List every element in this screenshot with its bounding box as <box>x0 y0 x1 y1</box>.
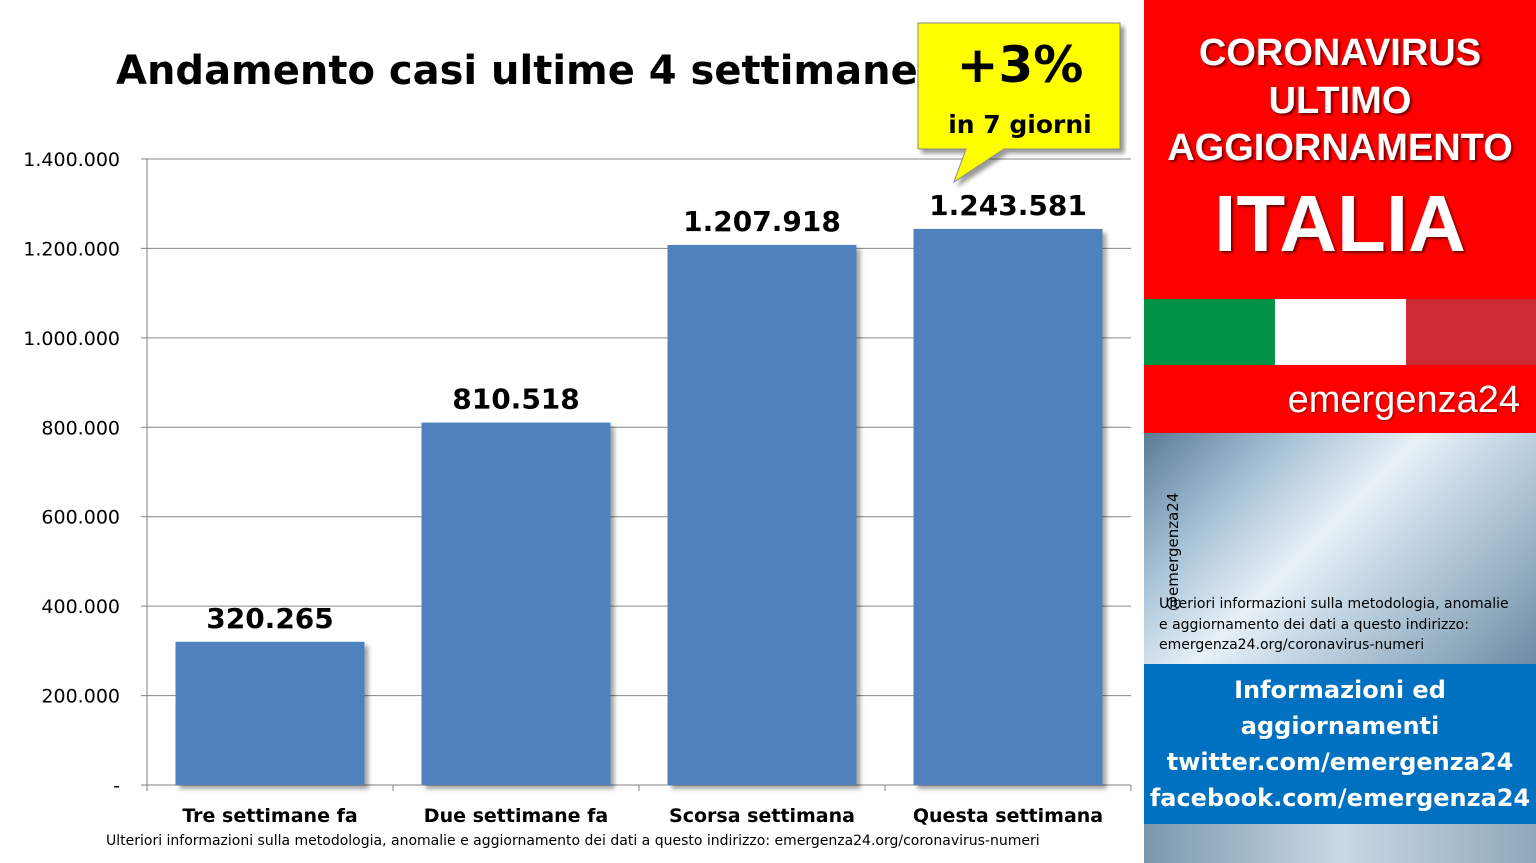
x-tick-label: Due settimane fa <box>424 805 608 827</box>
y-tick-label: 800.000 <box>41 417 120 439</box>
info-line-2: e aggiornamento dei dati a questo indiri… <box>1159 617 1469 633</box>
y-tick-label: 600.000 <box>41 507 120 529</box>
flag-green-stripe <box>1144 299 1275 365</box>
brand-name: emergenza24 <box>1287 379 1520 421</box>
country-title: ITALIA <box>1214 179 1466 268</box>
x-tick-label: Scorsa settimana <box>669 805 855 827</box>
x-tick-label: Tre settimane fa <box>182 805 357 827</box>
handle-label: @emergenza24 <box>1146 463 1186 611</box>
data-label: 1.207.918 <box>683 205 841 238</box>
data-label: 1.243.581 <box>929 189 1087 222</box>
facebook-link[interactable]: facebook.com/emergenza24 <box>1149 784 1531 812</box>
y-tick-label: 1.400.000 <box>23 149 120 171</box>
header-panel: CORONAVIRUS ULTIMO AGGIORNAMENTO ITALIA <box>1144 0 1536 299</box>
bar <box>421 422 611 785</box>
data-label: 320.265 <box>206 602 334 635</box>
y-tick-label: 200.000 <box>41 686 120 708</box>
bar <box>175 641 365 785</box>
y-tick-label: 1.000.000 <box>23 328 120 350</box>
y-tick-label: 1.200.000 <box>23 238 120 260</box>
italian-flag <box>1144 299 1536 365</box>
y-tick-label: - <box>113 775 120 797</box>
social-line-1: Informazioni ed <box>1234 676 1446 704</box>
callout-percent: +3% <box>956 36 1084 94</box>
flag-white-stripe <box>1275 299 1406 365</box>
social-panel: Informazioni ed aggiornamenti twitter.co… <box>1144 664 1536 824</box>
chart-area: - 200.000 400.000 600.000 800.000 1.000.000 1.… <box>23 22 1132 849</box>
info-panel: @emergenza24 Ulteriori informazioni sull… <box>1144 433 1536 664</box>
callout-bubble <box>917 22 1121 184</box>
info-link[interactable]: emergenza24.org/coronavirus-numeri <box>1159 637 1425 653</box>
header-line-3: AGGIORNAMENTO <box>1167 127 1513 169</box>
twitter-link[interactable]: twitter.com/emergenza24 <box>1166 748 1514 776</box>
bar <box>667 244 857 786</box>
header-line-2: ULTIMO <box>1268 80 1412 122</box>
bar-chart: - 200.000 400.000 600.000 800.000 1.000.000 1.… <box>23 149 1132 827</box>
sidebar: CORONAVIRUS ULTIMO AGGIORNAMENTO ITALIA … <box>1144 0 1536 863</box>
y-tick-label: 400.000 <box>41 596 120 618</box>
chart-title: Andamento casi ultime 4 settimane <box>116 48 918 94</box>
social-line-2: aggiornamenti <box>1240 712 1440 740</box>
data-label: 810.518 <box>452 383 580 416</box>
callout-subtitle: in 7 giorni <box>948 110 1092 139</box>
info-line-1: Ulteriori informazioni sulla metodologia… <box>1159 596 1509 612</box>
footnote: Ulteriori informazioni sulla metodologia… <box>106 833 1040 849</box>
brand-band: emergenza24 <box>1144 365 1536 433</box>
bar <box>913 228 1103 785</box>
bottom-decor <box>1144 824 1536 863</box>
x-tick-label: Questa settimana <box>913 805 1103 827</box>
flag-red-stripe <box>1406 299 1536 365</box>
header-line-1: CORONAVIRUS <box>1198 32 1482 74</box>
handle-text: @emergenza24 <box>1164 492 1182 611</box>
